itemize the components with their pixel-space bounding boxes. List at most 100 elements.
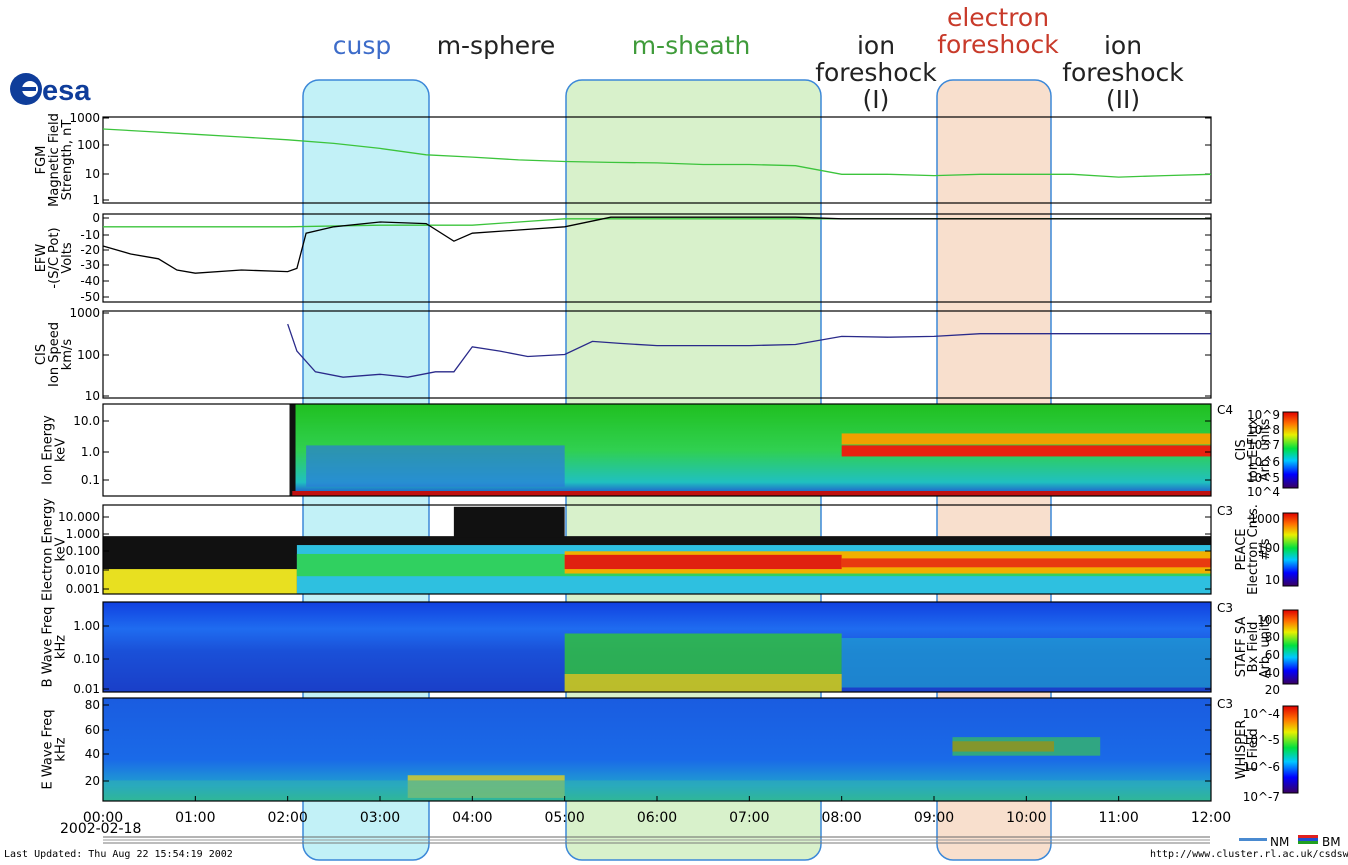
xtick-9: 09:00	[914, 810, 954, 826]
ytick-3-1: 1.0	[81, 445, 100, 459]
xtick-10: 10:00	[1006, 810, 1046, 826]
xtick-11: 11:00	[1098, 810, 1138, 826]
xtick-4: 04:00	[452, 810, 492, 826]
ylabel-0-0: FGM	[34, 146, 49, 175]
colorbar-label-5-0: STAFF SA	[1234, 617, 1249, 678]
series-line-0-0	[102, 128, 1212, 178]
ytick-6-0: 80	[85, 698, 100, 712]
ytick-4-1: 1.000	[66, 527, 100, 541]
spectrogram-6	[103, 698, 1211, 801]
nm-swatch	[1239, 838, 1267, 841]
ylabel-1-0: EFW	[34, 244, 49, 273]
ylabel-4-1: keV	[54, 537, 69, 561]
ylabel-0-2: Strength, nT	[60, 120, 75, 201]
ytick-4-0: 10.000	[58, 510, 100, 524]
ytick-3-0: 10.0	[73, 414, 100, 428]
ytick-2-0: 1000	[69, 306, 100, 320]
panel-frame-4	[102, 504, 1212, 595]
ytick-1-3: -30	[80, 258, 100, 272]
colorbar-label-4-2: #/s	[1258, 538, 1273, 560]
panel-frame-1	[102, 213, 1212, 303]
bm-label: BM	[1322, 835, 1341, 849]
ytick-1-5: -50	[80, 290, 100, 304]
colorbar-6	[1282, 705, 1299, 794]
footer: Last Updated: Thu Aug 22 15:54:19 2002 h…	[4, 835, 1348, 860]
colorbar-label-6-1: E Field	[1246, 728, 1261, 770]
colorbar-tick-3-0: 10^9	[1247, 408, 1280, 422]
xtick-5: 05:00	[544, 810, 584, 826]
spectrogram-5	[103, 602, 1211, 692]
panel-1: 0 -10-20-30 -40 -50 EFW-(S/C Pot)Volts	[34, 211, 1212, 304]
xtick-6: 06:00	[637, 810, 677, 826]
colorbar-label-6-0: WHISPER	[1234, 720, 1249, 780]
ytick-1-4: -40	[80, 274, 100, 288]
colorbar-tick-3-1: 10^8	[1247, 423, 1280, 437]
time-axis: 00:00 01:00 02:00 03:00 04:00 05:00 06:00 07:00…	[83, 796, 1231, 826]
date-label: 2002-02-18	[60, 821, 141, 837]
ylabel-5-1: kHz	[54, 635, 69, 659]
ytick-1-0: 0	[92, 211, 100, 225]
colorbar-tick-4-0: 1000	[1249, 512, 1280, 526]
colorbar-label-3-2: Arb. units	[1258, 418, 1273, 481]
esa-logo: esa	[10, 73, 91, 107]
last-updated: Last Updated: Thu Aug 22 15:54:19 2002	[4, 849, 233, 860]
region-label-3-line-0: ion	[857, 31, 895, 60]
colorbar-tick-6-0: 10^-4	[1243, 707, 1280, 721]
panel-frame-0	[102, 116, 1212, 204]
ylabel-6-1: kHz	[54, 737, 69, 761]
ytick-1-1: -10	[80, 228, 100, 242]
ytick-0-3: 1	[92, 193, 100, 207]
region-label-1-line-0: m-sphere	[437, 31, 556, 60]
colorbar-3	[1282, 411, 1299, 489]
colorbar-label-4-1: Electron Cnts.	[1246, 504, 1261, 595]
spacecraft-label-3: C4	[1217, 403, 1233, 417]
region-label-5-line-2: (II)	[1106, 85, 1140, 114]
spacecraft-label-4: C3	[1217, 504, 1233, 518]
ytick-5-2: 0.01	[73, 682, 100, 696]
series-line-2-0	[287, 323, 1211, 378]
region-label-3-line-1: foreshock	[815, 58, 937, 87]
ytick-5-0: 1.00	[73, 619, 100, 633]
nm-label: NM	[1270, 835, 1289, 849]
colorbar-label-3-1: Ion E-Flux	[1246, 418, 1261, 482]
xtick-3: 03:00	[360, 810, 400, 826]
colorbar-tick-6-1: 10^-5	[1243, 733, 1280, 747]
source-url: http://www.cluster.rl.ac.uk/csdsweb/	[1150, 849, 1348, 860]
xtick-1: 01:00	[175, 810, 215, 826]
panel-frame-3	[102, 403, 1212, 497]
esa-logo-text: esa	[42, 75, 91, 107]
region-label-4-line-0: electron	[947, 3, 1049, 32]
colorbar-label-3-0: CIS	[1234, 439, 1249, 460]
xtick-7: 07:00	[729, 810, 769, 826]
ytick-1-2: -20	[80, 243, 100, 257]
ytick-0-2: 10	[85, 167, 100, 181]
series-line-1-1	[102, 216, 1211, 274]
spectrogram-4	[103, 506, 1211, 594]
colorbar-tick-4-1: 100	[1257, 541, 1280, 555]
colorbar-tick-3-2: 10^7	[1247, 438, 1280, 452]
region-label-2-line-0: m-sheath	[632, 31, 751, 60]
region-label-5-line-1: foreshock	[1062, 58, 1184, 87]
region-label-0-line-0: cusp	[333, 31, 391, 60]
ytick-6-1: 60	[85, 723, 100, 737]
ytick-4-2: 0.100	[66, 544, 100, 558]
colorbar-tick-5-1: 80	[1265, 630, 1280, 644]
ytick-6-2: 40	[85, 747, 100, 761]
ylabel-3-1: keV	[54, 438, 69, 462]
ylabel-0-1: Magnetic Field	[47, 113, 62, 207]
ylabel-4-0: Electron Energy	[41, 498, 56, 601]
colorbar-label-5-1: Bx Field	[1246, 622, 1261, 673]
ylabel-3-0: Ion Energy	[41, 415, 56, 485]
ytick-3-2: 0.1	[81, 473, 100, 487]
ytick-2-1: 100	[77, 348, 100, 362]
colorbar-tick-3-4: 10^5	[1247, 471, 1280, 485]
xtick-12: 12:00	[1191, 810, 1231, 826]
ytick-0-1: 100	[77, 138, 100, 152]
ylabel-1-1: -(S/C Pot)	[47, 227, 62, 288]
